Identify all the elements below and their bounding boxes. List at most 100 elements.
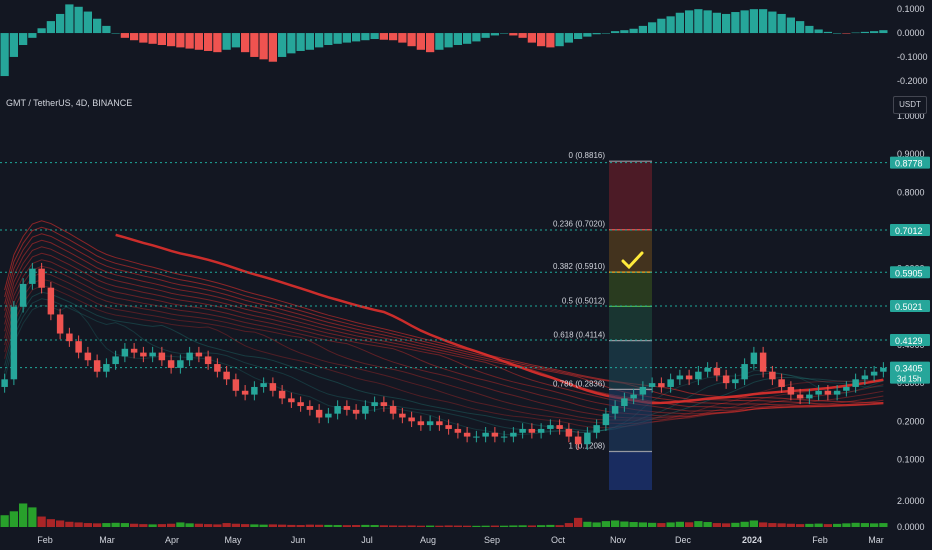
oscillator-bar — [111, 33, 120, 34]
fib-level-label: 0 (0.8816) — [569, 151, 606, 160]
quote-currency-button[interactable]: USDT — [893, 96, 927, 114]
candle-body — [658, 383, 665, 387]
ema-ribbon-line — [4, 272, 884, 421]
fib-level-label: 0.382 (0.5910) — [553, 262, 605, 271]
volume-bar — [703, 522, 712, 527]
oscillator-bar — [879, 30, 888, 34]
volume-bar — [527, 525, 536, 527]
candle-body — [695, 371, 702, 380]
volume-bar — [361, 524, 370, 527]
volume-bar — [315, 524, 324, 527]
candle-body — [362, 406, 369, 414]
volume-bar — [120, 523, 129, 527]
oscillator-tick-label: 0.0000 — [897, 28, 925, 38]
oscillator-bar — [130, 33, 139, 41]
oscillator-bar — [657, 18, 666, 34]
candle-body — [241, 390, 249, 395]
candle-body — [852, 379, 859, 387]
candle-body — [473, 436, 480, 438]
volume-bar — [241, 524, 250, 527]
volume-bar — [28, 507, 37, 527]
oscillator-bar — [749, 9, 758, 34]
candle-body — [769, 371, 776, 380]
candle-body — [787, 386, 795, 395]
volume-bar — [46, 519, 55, 527]
candle-body — [861, 375, 869, 380]
candle-body — [639, 386, 647, 395]
oscillator-bar — [500, 33, 509, 34]
oscillator-bar — [65, 4, 74, 34]
candle-body — [93, 360, 101, 372]
candle-body — [389, 406, 397, 414]
oscillator-bar — [148, 33, 157, 44]
candle-body — [722, 375, 730, 384]
candle-body — [130, 348, 138, 353]
oscillator-bar — [842, 33, 851, 34]
ema-ribbon-line — [4, 278, 884, 425]
oscillator-bar — [860, 31, 869, 34]
fib-level-label: 0.618 (0.4114) — [554, 331, 606, 340]
volume-bar — [148, 524, 157, 527]
oscillator-bar — [703, 10, 712, 34]
fib-zone — [609, 272, 652, 307]
ema-ribbon-line — [4, 259, 884, 417]
volume-bar — [213, 524, 222, 527]
fib-zone — [609, 306, 652, 341]
oscillator-bar — [157, 33, 166, 45]
volume-bar — [740, 521, 749, 527]
volume-bar — [194, 523, 203, 527]
x-axis-label: Mar — [99, 535, 115, 545]
oscillator-bar — [814, 29, 823, 34]
oscillator-bar — [379, 33, 388, 40]
fib-level-label: 0.5 (0.5012) — [562, 296, 605, 305]
oscillator-bar — [518, 33, 527, 38]
volume-bar — [453, 525, 462, 527]
candle-body — [112, 356, 119, 365]
ema-ribbon-line — [4, 220, 884, 404]
candle-body — [602, 413, 610, 426]
x-axis-label: Jun — [291, 535, 306, 545]
candle-body — [547, 425, 554, 429]
volume-tick-label: 0.0000 — [897, 522, 925, 532]
candle-body — [667, 379, 674, 387]
oscillator-bar — [56, 13, 65, 34]
candle-body — [334, 406, 341, 414]
oscillator-bar — [851, 32, 860, 34]
fib-level-label: 0.236 (0.7020) — [553, 220, 605, 229]
ema-ribbon-line — [4, 265, 884, 419]
candle-body — [177, 360, 184, 368]
volume-bar — [796, 524, 805, 527]
candle-body — [806, 394, 813, 399]
volume-bar — [490, 525, 499, 527]
oscillator-bar — [278, 33, 287, 57]
volume-bar — [93, 523, 102, 527]
oscillator-bar — [120, 33, 129, 38]
volume-bar — [823, 524, 832, 527]
x-axis-label: Aug — [420, 535, 436, 545]
price-badge — [890, 266, 930, 279]
oscillator-bar — [546, 33, 555, 48]
volume-bar — [37, 516, 46, 527]
candle-body — [704, 367, 711, 372]
candle-body — [29, 268, 36, 284]
candle-body — [870, 371, 878, 376]
oscillator-bar — [222, 33, 231, 50]
oscillator-bar — [74, 6, 83, 34]
volume-bar — [546, 524, 555, 527]
volume-bar — [472, 525, 481, 527]
volume-bar — [805, 523, 814, 527]
volume-bar — [583, 521, 592, 527]
candle-body — [621, 398, 628, 407]
volume-bar — [342, 525, 351, 527]
oscillator-bar — [648, 22, 657, 34]
candle-body — [84, 352, 92, 361]
candle-body — [463, 432, 471, 437]
oscillator-bar — [555, 33, 564, 47]
volume-bar — [389, 525, 398, 527]
symbol-title: GMT / TetherUS, 4D, BINANCE — [6, 98, 133, 108]
oscillator-bar — [833, 33, 842, 34]
candle-body — [491, 432, 499, 437]
volume-bar — [666, 522, 675, 527]
